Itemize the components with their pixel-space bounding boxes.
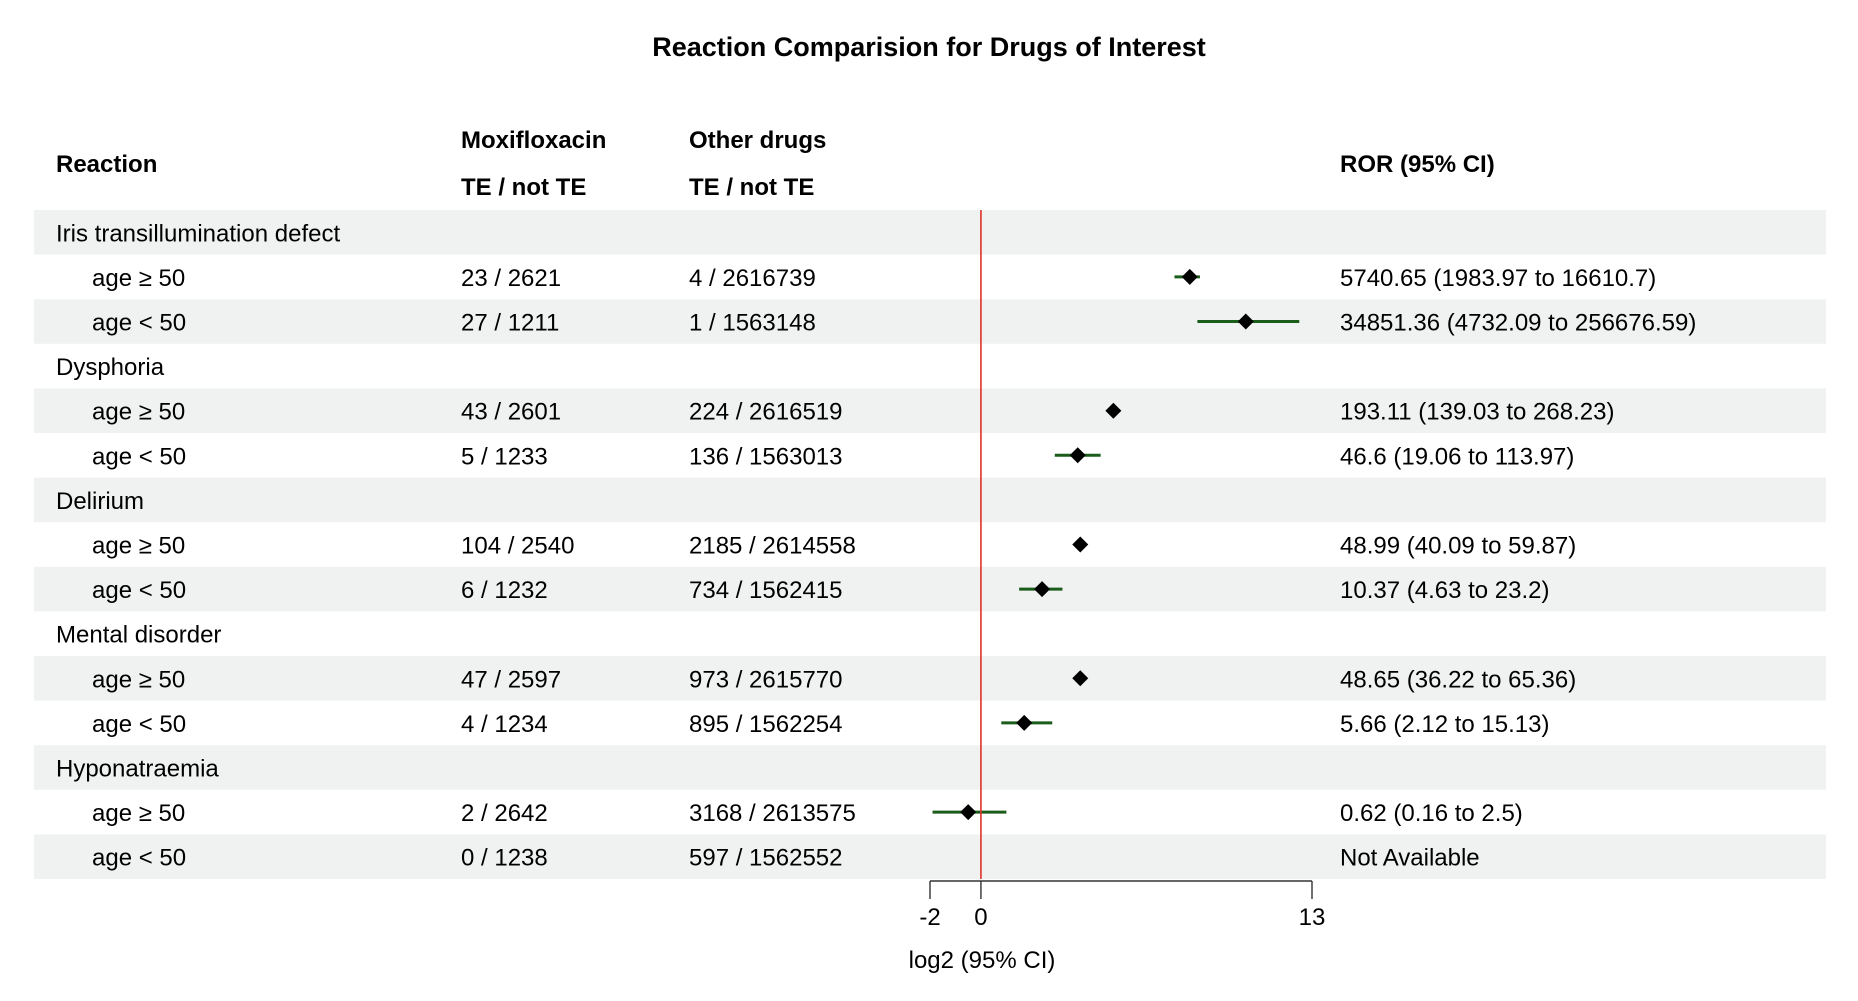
row-band [34,745,1826,790]
ror-header: ROR (95% CI) [1340,151,1495,178]
reaction-group-label: Hyponatraemia [56,756,219,783]
other-drug-counts: 3168 / 2613575 [689,800,856,827]
drug-subheader: TE / not TE [461,174,586,201]
chart-title: Reaction Comparision for Drugs of Intere… [652,32,1206,62]
point-estimate [1181,268,1198,285]
point-estimate [1237,313,1254,330]
other-drugs-subheader: TE / not TE [689,174,814,201]
ror-value: 10.37 (4.63 to 23.2) [1340,577,1549,604]
reaction-group-label: Iris transillumination defect [56,220,340,247]
ror-value: 48.99 (40.09 to 59.87) [1340,533,1576,560]
row-band [34,656,1826,701]
reaction-group-label: Dysphoria [56,354,165,381]
ror-value: 5.66 (2.12 to 15.13) [1340,711,1549,738]
other-drug-counts: 224 / 2616519 [689,399,842,426]
reaction-header: Reaction [56,151,157,178]
point-estimate [1072,670,1089,687]
point-estimate [960,804,977,821]
ror-value: 5740.65 (1983.97 to 16610.7) [1340,265,1656,292]
drug-counts: 27 / 1211 [461,310,559,337]
x-tick-label: 13 [1299,904,1326,931]
subgroup-label: age < 50 [92,577,186,604]
ror-value: 193.11 (139.03 to 268.23) [1340,399,1614,426]
drug-counts: 5 / 1233 [461,443,548,470]
x-tick-label: -2 [919,904,940,931]
subgroup-label: age < 50 [92,711,186,738]
ror-value: 34851.36 (4732.09 to 256676.59) [1340,310,1696,337]
row-band [34,388,1826,433]
other-drug-counts: 597 / 1562552 [689,845,842,872]
reaction-group-label: Delirium [56,488,144,515]
x-axis-label: log2 (95% CI) [909,947,1056,974]
other-drug-counts: 1 / 1563148 [689,310,816,337]
drug-header: Moxifloxacin [461,127,606,154]
subgroup-label: age ≥ 50 [92,533,185,560]
drug-counts: 2 / 2642 [461,800,548,827]
subgroup-label: age < 50 [92,310,186,337]
other-drug-counts: 734 / 1562415 [689,577,842,604]
ror-value: 46.6 (19.06 to 113.97) [1340,443,1574,470]
ror-value: 0.62 (0.16 to 2.5) [1340,800,1523,827]
subgroup-label: age ≥ 50 [92,399,185,426]
subgroup-label: age < 50 [92,443,186,470]
ror-value: Not Available [1340,845,1480,872]
drug-counts: 43 / 2601 [461,399,561,426]
other-drug-counts: 4 / 2616739 [689,265,816,292]
other-drug-counts: 2185 / 2614558 [689,533,856,560]
other-drugs-header: Other drugs [689,127,826,154]
drug-counts: 47 / 2597 [461,666,561,693]
other-drug-counts: 136 / 1563013 [689,443,842,470]
reaction-group-label: Mental disorder [56,622,221,649]
point-estimate [1105,402,1122,419]
drug-counts: 0 / 1238 [461,845,548,872]
subgroup-label: age ≥ 50 [92,800,185,827]
x-tick-label: 0 [974,904,987,931]
ror-value: 48.65 (36.22 to 65.36) [1340,666,1576,693]
point-estimate [1016,714,1033,731]
drug-counts: 104 / 2540 [461,533,574,560]
drug-counts: 6 / 1232 [461,577,548,604]
point-estimate [1069,447,1086,464]
row-band [34,477,1826,523]
other-drug-counts: 973 / 2615770 [689,666,842,693]
subgroup-label: age ≥ 50 [92,666,185,693]
row-band [34,834,1826,879]
subgroup-label: age < 50 [92,845,186,872]
row-band [34,566,1826,612]
row-band [34,210,1826,255]
point-estimate [1034,581,1051,598]
drug-counts: 23 / 2621 [461,265,561,292]
point-estimate [1072,536,1089,553]
other-drug-counts: 895 / 1562254 [689,711,842,738]
drug-counts: 4 / 1234 [461,711,548,738]
row-band [34,299,1826,344]
subgroup-label: age ≥ 50 [92,265,185,292]
